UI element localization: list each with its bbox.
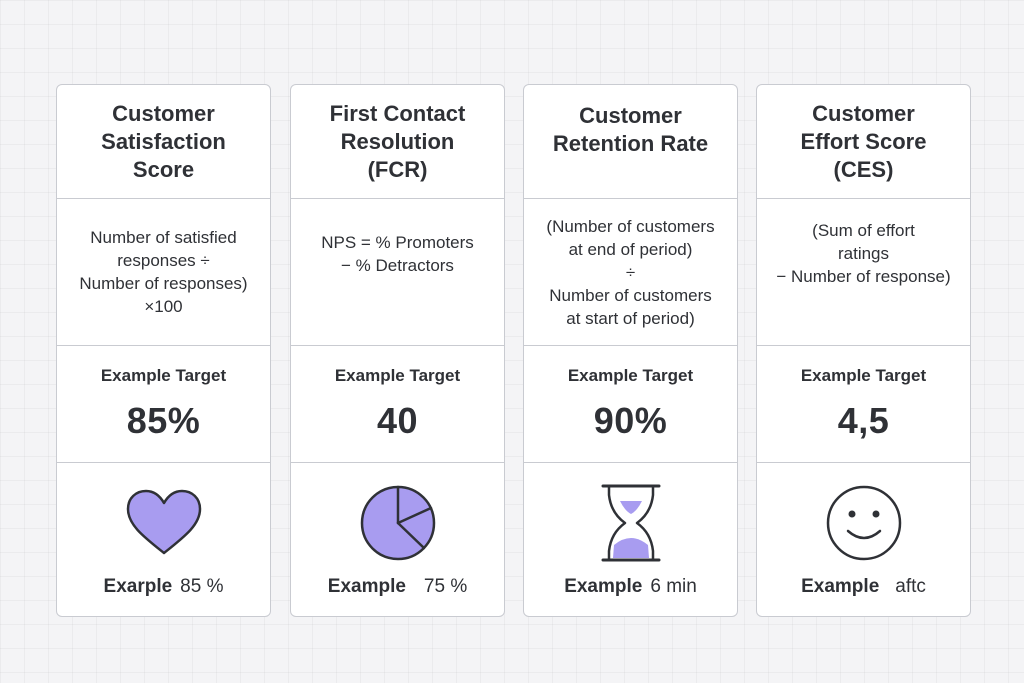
target-value: 90%	[593, 400, 668, 441]
example-value: 75 %	[423, 576, 468, 597]
card-formula-section: NPS = % Promoters − % Detractors	[291, 199, 504, 346]
card-target-section: Example Target 90%	[524, 346, 737, 463]
example-row: Exarple 85 %	[57, 576, 270, 598]
heart-icon	[124, 483, 204, 563]
metric-card-first-contact-resolution: First Contact Resolution (FCR) NPS = % P…	[290, 84, 505, 617]
card-example-section: Example 6 min	[524, 463, 737, 616]
card-target-section: Example Target 4,5	[757, 346, 970, 463]
card-title-section: Customer Retention Rate	[524, 85, 737, 199]
example-value: 85 %	[180, 576, 224, 597]
card-target-section: Example Target 85%	[57, 346, 270, 463]
card-example-section: Example aftc	[757, 463, 970, 616]
target-label: Example Target	[567, 366, 694, 385]
example-label: Exarple	[103, 576, 173, 597]
example-value: 6 min	[650, 576, 697, 597]
target-value: 85%	[126, 400, 201, 441]
card-example-section: Example 75 %	[291, 463, 504, 616]
target-label: Example Target	[334, 366, 461, 385]
card-example-section: Exarple 85 %	[57, 463, 270, 616]
example-label: Example	[801, 576, 880, 597]
card-formula: Number of satisfied responses ÷ Number o…	[79, 228, 248, 316]
example-row: Example 75 %	[291, 576, 504, 598]
card-title-section: Customer Effort Score (CES)	[757, 85, 970, 199]
card-formula-section: Number of satisfied responses ÷ Number o…	[57, 199, 270, 346]
example-row: Example aftc	[757, 576, 970, 598]
example-label: Example	[327, 576, 406, 597]
card-formula: (Sum of effort ratings − Number of respo…	[776, 221, 951, 286]
card-formula: (Number of customers at end of period) ÷…	[546, 216, 715, 328]
card-title-section: Customer Satisfaction Score	[57, 85, 270, 199]
card-formula: NPS = % Promoters − % Detractors	[321, 233, 474, 275]
hourglass-icon	[591, 483, 671, 563]
target-label: Example Target	[800, 366, 927, 385]
metric-card-customer-retention: Customer Retention Rate (Number of custo…	[523, 84, 738, 617]
metric-card-customer-effort: Customer Effort Score (CES) (Sum of effo…	[756, 84, 971, 617]
card-formula-section: (Sum of effort ratings − Number of respo…	[757, 199, 970, 346]
card-title: Customer Effort Score (CES)	[800, 100, 927, 182]
metric-card-customer-satisfaction: Customer Satisfaction Score Number of sa…	[56, 84, 271, 617]
smiley-face-icon	[824, 483, 904, 563]
card-target-section: Example Target 40	[291, 346, 504, 463]
card-formula-section: (Number of customers at end of period) ÷…	[524, 199, 737, 346]
card-title-section: First Contact Resolution (FCR)	[291, 85, 504, 199]
example-value: aftc	[895, 576, 926, 597]
card-title: First Contact Resolution (FCR)	[329, 100, 466, 182]
example-row: Example 6 min	[524, 576, 737, 598]
pie-chart-icon	[358, 483, 438, 563]
card-title: Customer Retention Rate	[552, 103, 709, 156]
example-label: Example	[564, 576, 643, 597]
target-value: 40	[376, 400, 419, 441]
card-title: Customer Satisfaction Score	[101, 100, 226, 182]
target-label: Example Target	[100, 366, 227, 385]
target-value: 4,5	[837, 400, 890, 441]
